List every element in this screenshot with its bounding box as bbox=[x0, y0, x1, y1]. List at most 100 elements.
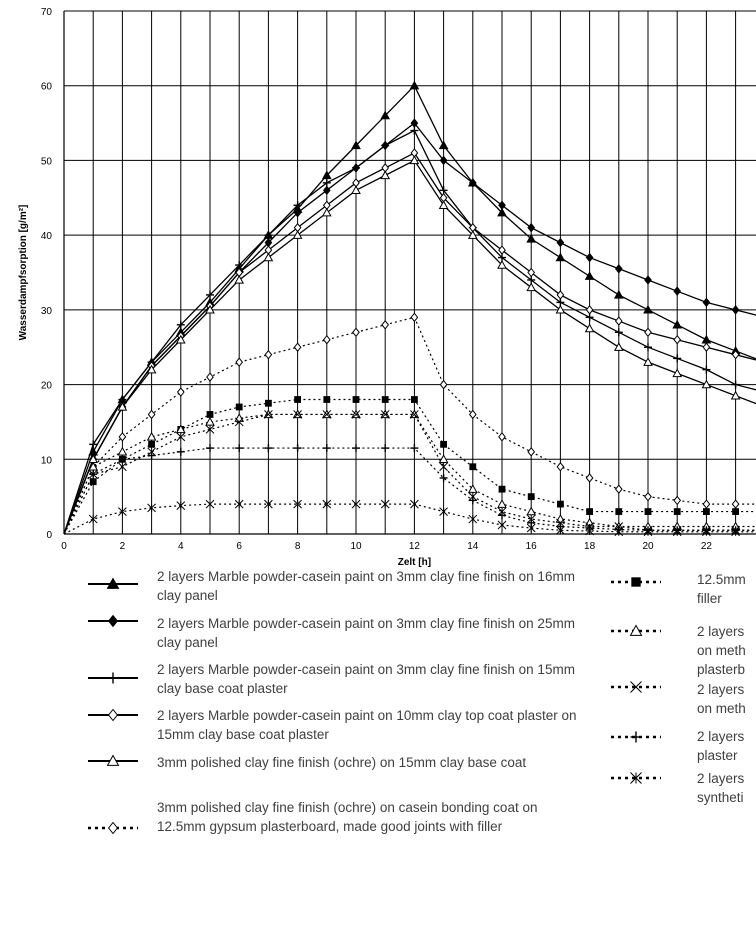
legend-item: 2 layers plaster bbox=[697, 727, 756, 765]
marker-square-filled bbox=[294, 396, 301, 403]
marker-triangle-open bbox=[555, 304, 566, 314]
y-axis-label: Wasserdampfsorption [g/m²] bbox=[18, 205, 29, 341]
marker-diamond-open bbox=[673, 495, 682, 506]
legend-swatches bbox=[88, 577, 661, 835]
marker-square-filled bbox=[469, 463, 477, 471]
y-tick-label: 10 bbox=[41, 455, 53, 466]
marker-diamond-open bbox=[731, 499, 740, 509]
series-line bbox=[63, 122, 756, 535]
marker-triangle-open bbox=[117, 446, 128, 456]
marker-asterisk bbox=[614, 527, 624, 537]
series-line bbox=[63, 129, 756, 535]
marker-square-filled bbox=[557, 500, 564, 508]
marker-triangle-open bbox=[643, 357, 653, 366]
legend-item-label: syntheti bbox=[697, 790, 744, 805]
marker-diamond-open bbox=[585, 305, 594, 315]
legend-swatch bbox=[88, 672, 138, 684]
marker-triangle-open bbox=[497, 499, 507, 508]
legend-swatch bbox=[611, 577, 661, 587]
axes: 02468101214161820222010203040506070 bbox=[41, 7, 756, 552]
marker-triangle-open bbox=[672, 368, 683, 378]
legend-swatch bbox=[88, 577, 138, 589]
legend-item: 2 layers Marble powder-casein paint on 3… bbox=[157, 614, 577, 652]
marker-asterisk bbox=[234, 499, 244, 509]
y-tick-label: 70 bbox=[41, 7, 53, 18]
marker-square-filled bbox=[586, 508, 593, 515]
marker-triangle-filled bbox=[701, 334, 712, 344]
marker-square-filled bbox=[323, 396, 331, 403]
marker-cross bbox=[264, 410, 273, 419]
marker-square-filled bbox=[265, 399, 272, 407]
marker-asterisk bbox=[526, 523, 536, 533]
marker-cross bbox=[439, 462, 448, 472]
legend-item: 2 layers Marble powder-casein paint on 1… bbox=[157, 706, 577, 744]
x-tick-label: 20 bbox=[642, 541, 654, 552]
marker-triangle-open bbox=[467, 484, 478, 493]
marker-triangle-open bbox=[175, 424, 186, 434]
series-line bbox=[63, 398, 756, 535]
marker-cross bbox=[351, 410, 361, 419]
marker-plus bbox=[614, 328, 623, 337]
marker-diamond-filled bbox=[468, 178, 477, 188]
series-2 bbox=[63, 118, 756, 535]
marker-diamond-open bbox=[176, 387, 185, 397]
marker-diamond-open bbox=[644, 491, 652, 502]
x-tick-label: 22 bbox=[701, 541, 713, 552]
legend-item-label: on meth bbox=[697, 643, 746, 658]
marker-triangle-open bbox=[263, 252, 274, 262]
marker-square-filled bbox=[498, 485, 506, 493]
marker-square-filled bbox=[732, 508, 739, 515]
marker-triangle-open bbox=[526, 282, 537, 292]
marker-triangle-filled bbox=[555, 252, 566, 262]
legend-item-label: 3mm polished clay fine finish (ochre) on… bbox=[157, 755, 527, 770]
series-10 bbox=[63, 444, 756, 535]
marker-diamond-filled bbox=[107, 614, 119, 628]
marker-triangle-open bbox=[526, 506, 537, 516]
marker-diamond-open bbox=[381, 319, 390, 330]
legend-swatch bbox=[88, 754, 138, 766]
marker-cross bbox=[234, 417, 244, 427]
legend-item: 2 layers syntheti bbox=[697, 769, 756, 807]
y-tick-label: 30 bbox=[41, 306, 53, 317]
marker-diamond-filled bbox=[731, 305, 740, 315]
marker-plus bbox=[206, 290, 214, 299]
y-tick-label: 40 bbox=[41, 231, 53, 242]
marker-plus bbox=[89, 440, 98, 449]
series-5 bbox=[63, 155, 756, 535]
series-3 bbox=[63, 126, 756, 535]
marker-asterisk bbox=[410, 499, 419, 509]
series-8 bbox=[63, 409, 756, 535]
marker-plus bbox=[107, 672, 119, 684]
marker-asterisk bbox=[731, 527, 740, 537]
marker-triangle-filled bbox=[526, 233, 537, 243]
marker-plus bbox=[410, 444, 419, 453]
marker-square-filled bbox=[673, 508, 681, 515]
marker-diamond-open bbox=[206, 372, 214, 382]
marker-triangle-filled bbox=[497, 207, 507, 217]
x-tick-label: 16 bbox=[526, 541, 538, 552]
marker-plus bbox=[731, 380, 740, 389]
y-tick-label: 50 bbox=[41, 156, 53, 167]
x-tick-label: 4 bbox=[178, 541, 184, 552]
marker-triangle-open bbox=[351, 185, 361, 195]
marker-square-filled bbox=[527, 493, 535, 501]
marker-triangle-open bbox=[146, 364, 157, 374]
marker-cross bbox=[293, 410, 302, 419]
marker-asterisk bbox=[643, 527, 653, 537]
series-11 bbox=[63, 499, 756, 537]
marker-triangle-open bbox=[146, 431, 157, 441]
marker-diamond-open bbox=[107, 708, 119, 722]
marker-plus bbox=[630, 731, 642, 743]
series-line bbox=[63, 413, 756, 535]
marker-triangle-open bbox=[380, 170, 391, 180]
marker-triangle-open bbox=[88, 461, 99, 471]
legend-item-label: 2 layers Marble powder-casein paint on 3… bbox=[157, 569, 575, 603]
marker-diamond-open bbox=[498, 432, 506, 442]
marker-diamond-open bbox=[410, 312, 419, 323]
marker-plus bbox=[264, 231, 273, 240]
marker-plus bbox=[673, 354, 682, 363]
legend-item: 2 layers Marble powder-casein paint on 3… bbox=[157, 567, 577, 605]
marker-asterisk bbox=[293, 499, 302, 509]
marker-diamond-open bbox=[293, 342, 302, 353]
